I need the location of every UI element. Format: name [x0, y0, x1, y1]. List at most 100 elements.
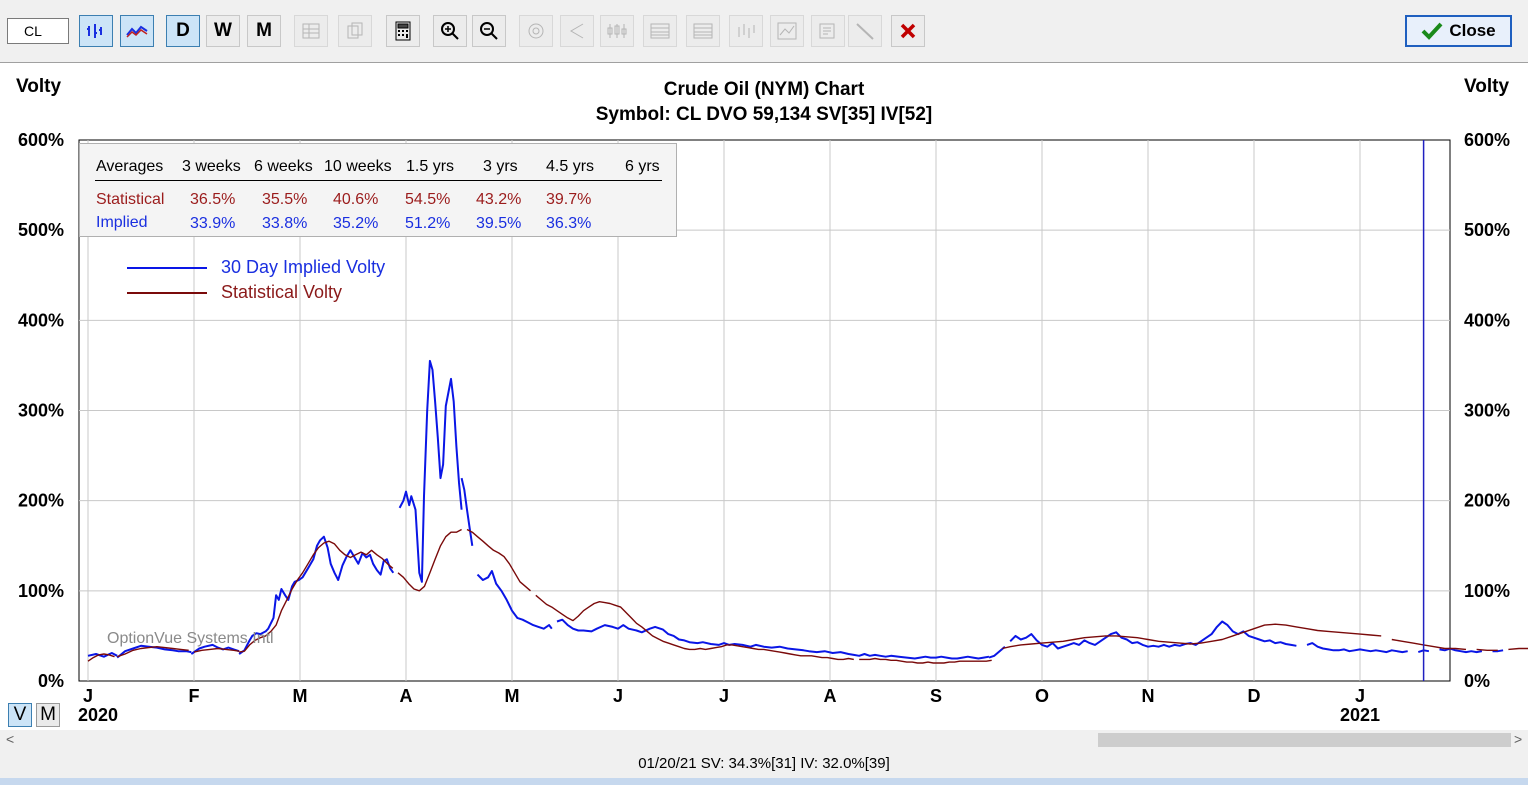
x-tick-label: J: [719, 686, 729, 706]
notes-icon: [819, 23, 835, 39]
x-year-label: 2020: [78, 705, 118, 725]
implied-volty-line: [988, 645, 1006, 659]
zoom-in-icon: [441, 22, 459, 40]
zoom-out-button[interactable]: [472, 15, 506, 47]
header-4-5-yrs: 4.5 yrs: [546, 158, 595, 175]
monthly-button[interactable]: M: [247, 15, 281, 47]
averages-header: Averages: [96, 158, 164, 175]
implied-1-5y: 51.2%: [405, 215, 451, 232]
x-tick-label: M: [293, 686, 308, 706]
x-year-label: 2021: [1340, 705, 1380, 725]
month-view-button[interactable]: M: [36, 703, 60, 727]
calculator-button[interactable]: [386, 15, 420, 47]
volatility-view-button[interactable]: V: [8, 703, 32, 727]
implied-volty-line: [1492, 649, 1504, 653]
daily-button[interactable]: D: [166, 15, 200, 47]
implied-volty-line: [476, 570, 553, 630]
statistical-volty-line: [193, 647, 240, 653]
scroll-left-icon[interactable]: <: [6, 731, 15, 747]
y-tick-label-right: 200%: [1464, 491, 1510, 511]
bottom-strip: [0, 778, 1528, 785]
implied-3w: 33.9%: [190, 215, 236, 232]
statistical-volty-line: [1391, 638, 1467, 651]
chart-title: Crude Oil (NYM) Chart: [664, 79, 865, 100]
statistical-row-label: Statistical: [96, 191, 165, 208]
implied-10w: 35.2%: [333, 215, 379, 232]
y-tick-label-right: 600%: [1464, 130, 1510, 150]
legend-statistical-label: Statistical Volty: [221, 282, 343, 302]
grid-table-button[interactable]: [643, 15, 677, 47]
calculator-icon: [395, 21, 411, 41]
y-tick-label-left: 300%: [18, 401, 64, 421]
x-tick-label: J: [613, 686, 623, 706]
legend-implied-swatch: [127, 267, 207, 269]
x-tick-label: J: [83, 686, 93, 706]
statistical-volty-line: [859, 657, 992, 664]
chart-settings-icon: [777, 22, 797, 40]
x-tick-label: M: [505, 686, 520, 706]
statistical-volty-line: [397, 528, 462, 592]
close-button[interactable]: Close: [1405, 15, 1512, 47]
grid-table-2-button[interactable]: [686, 15, 720, 47]
legend-statistical-swatch: [127, 292, 207, 294]
symbol-input[interactable]: CL: [7, 18, 69, 44]
implied-row-label: Implied: [96, 214, 148, 231]
weekly-button[interactable]: W: [206, 15, 240, 47]
status-bar: 01/20/21 SV: 34.3%[31] IV: 32.0%[39]: [0, 750, 1528, 778]
y-tick-label-left: 200%: [18, 491, 64, 511]
x-tick-label: D: [1248, 686, 1261, 706]
y-tick-label-right: 0%: [1464, 671, 1490, 691]
candles-button[interactable]: [600, 15, 634, 47]
bar-chart-button[interactable]: [79, 15, 113, 47]
target-icon: [528, 23, 544, 39]
delete-button[interactable]: [891, 15, 925, 47]
implied-volty-line: [190, 643, 240, 655]
implied-3y: 39.5%: [476, 215, 522, 232]
draw-line-button[interactable]: [848, 15, 882, 47]
table-button[interactable]: [294, 15, 328, 47]
draw-line-icon: [856, 23, 874, 40]
horizontal-scrollbar[interactable]: < >: [0, 731, 1528, 749]
notes-button[interactable]: [811, 15, 845, 47]
header-6-weeks: 6 weeks: [254, 158, 313, 175]
header-3-weeks: 3 weeks: [182, 158, 241, 175]
statistical-1-5y: 54.5%: [405, 191, 451, 208]
implied-6w: 33.8%: [262, 215, 308, 232]
checkmark-icon: [1421, 22, 1443, 40]
candles-icon: [607, 24, 627, 38]
scroll-right-icon[interactable]: >: [1514, 731, 1523, 747]
scroll-thumb[interactable]: [1098, 733, 1511, 747]
statistical-3w: 36.5%: [190, 191, 236, 208]
averages-table: Averages 3 weeks 6 weeks 10 weeks 1.5 yr…: [79, 143, 677, 237]
grid-table-icon: [650, 23, 670, 39]
y-axis-title-right: Volty: [1464, 76, 1509, 97]
close-label: Close: [1449, 21, 1496, 40]
angle-button[interactable]: [560, 15, 594, 47]
copy-button[interactable]: [338, 15, 372, 47]
statistical-volty-line: [466, 528, 531, 592]
y-tick-label-right: 400%: [1464, 310, 1510, 330]
statistical-volty-line: [87, 653, 115, 662]
chart-settings-button[interactable]: [770, 15, 804, 47]
legend-implied-label: 30 Day Implied Volty: [221, 257, 386, 277]
statistical-volty-line: [1002, 623, 1382, 650]
ticks-button[interactable]: [729, 15, 763, 47]
x-tick-label: A: [824, 686, 837, 706]
statistical-volty-line: [535, 594, 854, 661]
implied-volty-line: [556, 618, 990, 660]
statistical-4-5y: 39.7%: [546, 191, 592, 208]
zoom-in-button[interactable]: [433, 15, 467, 47]
table-icon: [302, 23, 320, 39]
target-button[interactable]: [519, 15, 553, 47]
y-tick-label-right: 300%: [1464, 401, 1510, 421]
y-tick-label-left: 600%: [18, 130, 64, 150]
line-chart-button[interactable]: [120, 15, 154, 47]
zoom-out-icon: [480, 22, 498, 40]
x-tick-label: O: [1035, 686, 1049, 706]
implied-volty-line: [238, 535, 395, 655]
chart-area: Volty Volty Crude Oil (NYM) Chart Symbol…: [0, 63, 1528, 730]
grid-table-icon: [693, 23, 713, 39]
header-6-yrs: 6 yrs: [625, 158, 660, 175]
implied-4-5y: 36.3%: [546, 215, 592, 232]
statistical-3y: 43.2%: [476, 191, 522, 208]
